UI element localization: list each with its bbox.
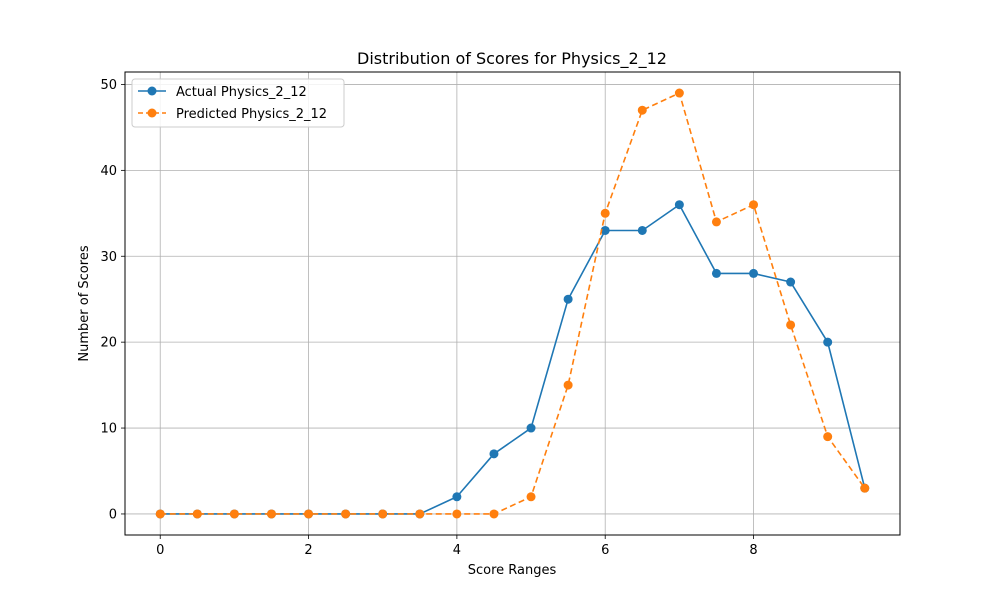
data-point-predicted [860, 483, 870, 493]
legend-item-actual: Actual Physics_2_12 [138, 85, 307, 100]
data-point-predicted [600, 208, 610, 218]
y-axis-label: Number of Scores [77, 245, 92, 361]
y-tick-label: 30 [100, 250, 117, 265]
data-point-predicted [563, 380, 573, 390]
data-point-predicted [711, 217, 721, 227]
series-line-actual [160, 203, 866, 515]
data-point-actual [749, 268, 759, 278]
data-point-actual [600, 225, 610, 235]
data-point-actual [823, 337, 833, 347]
series-predicted [155, 88, 870, 519]
axis-ticks: 0 2 4 6 8 0 10 20 30 40 50 [100, 78, 757, 558]
legend: Actual Physics_2_12 Predicted Physics_2_… [131, 78, 345, 128]
data-point-actual [526, 423, 536, 433]
data-point-predicted [155, 509, 165, 519]
data-point-predicted [637, 105, 647, 115]
x-tick-label: 6 [601, 543, 609, 558]
data-point-actual [637, 225, 647, 235]
y-tick-label: 20 [100, 336, 117, 351]
legend-box [131, 78, 345, 128]
y-tick-label: 0 [109, 507, 117, 522]
legend-marker-predicted [147, 108, 157, 118]
data-point-actual [489, 449, 499, 459]
series-line-predicted [160, 92, 866, 515]
data-point-predicted [266, 509, 276, 519]
y-tick-label: 40 [100, 164, 117, 179]
x-tick-label: 2 [304, 543, 312, 558]
data-point-actual [563, 294, 573, 304]
legend-label-actual: Actual Physics_2_12 [176, 85, 307, 100]
legend-marker-actual [147, 86, 157, 96]
data-point-predicted [452, 509, 462, 519]
plot-area-frame [124, 71, 901, 536]
data-point-predicted [415, 509, 425, 519]
series-actual [155, 200, 870, 519]
chart-title: Distribution of Scores for Physics_2_12 [357, 49, 667, 69]
x-tick-label: 8 [749, 543, 757, 558]
data-point-predicted [192, 509, 202, 519]
legend-item-predicted: Predicted Physics_2_12 [138, 107, 327, 122]
data-point-actual [452, 492, 462, 502]
data-point-predicted [674, 88, 684, 98]
data-point-predicted [304, 509, 314, 519]
series-group [155, 88, 870, 519]
data-point-predicted [229, 509, 239, 519]
data-point-actual [711, 268, 721, 278]
data-point-predicted [749, 200, 759, 210]
data-point-predicted [786, 320, 796, 330]
x-tick-label: 0 [156, 543, 164, 558]
x-tick-label: 4 [453, 543, 461, 558]
y-tick-label: 10 [100, 422, 117, 437]
data-point-actual [674, 200, 684, 210]
legend-label-predicted: Predicted Physics_2_12 [176, 107, 327, 122]
data-point-predicted [526, 492, 536, 502]
data-point-predicted [489, 509, 499, 519]
data-point-predicted [341, 509, 351, 519]
y-tick-label: 50 [100, 78, 117, 93]
data-point-predicted [378, 509, 388, 519]
data-point-actual [786, 277, 796, 287]
data-point-predicted [823, 432, 833, 442]
x-axis-label: Score Ranges [468, 563, 557, 578]
